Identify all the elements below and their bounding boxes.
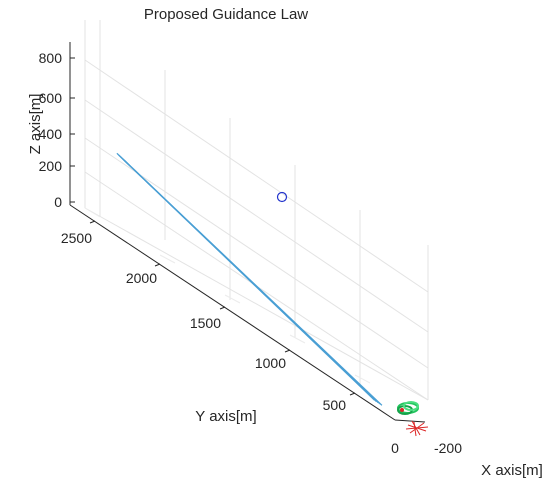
markers xyxy=(276,191,429,437)
x-tick-label: 0 xyxy=(391,440,399,456)
z-tick-label: 0 xyxy=(54,194,62,210)
target-marker xyxy=(405,420,429,437)
y-axis-label: Y axis[m] xyxy=(195,408,256,425)
x-tick-label: -200 xyxy=(434,440,462,456)
z-tick-label: 400 xyxy=(39,126,63,142)
intercept-marker xyxy=(276,191,288,203)
y-axis-line xyxy=(69,204,396,421)
z-tick-label: 600 xyxy=(39,90,63,106)
y-tick-label: 1500 xyxy=(190,315,221,331)
floor-grid xyxy=(84,207,371,384)
z-axis-label: Z axis[m] xyxy=(27,94,44,155)
y-tick-label: 1000 xyxy=(255,355,286,371)
z-tick-label: 200 xyxy=(39,158,63,174)
launch-marker xyxy=(403,401,419,411)
chart-title: Proposed Guidance Law xyxy=(144,6,308,23)
x-axis-label: X axis[m] xyxy=(481,462,543,479)
trajectory-line xyxy=(123,159,383,406)
trajectory-series xyxy=(116,152,383,406)
launch-center-marker xyxy=(400,408,404,412)
y-ticks xyxy=(89,220,356,396)
z-ticks xyxy=(70,57,75,203)
z-tick-label: 800 xyxy=(39,50,63,66)
x-axis-line xyxy=(394,419,426,423)
y-tick-label: 500 xyxy=(323,397,347,413)
axes xyxy=(69,42,426,423)
y-tick-label: 2500 xyxy=(61,230,92,246)
y-tick-label: 2000 xyxy=(126,270,157,286)
